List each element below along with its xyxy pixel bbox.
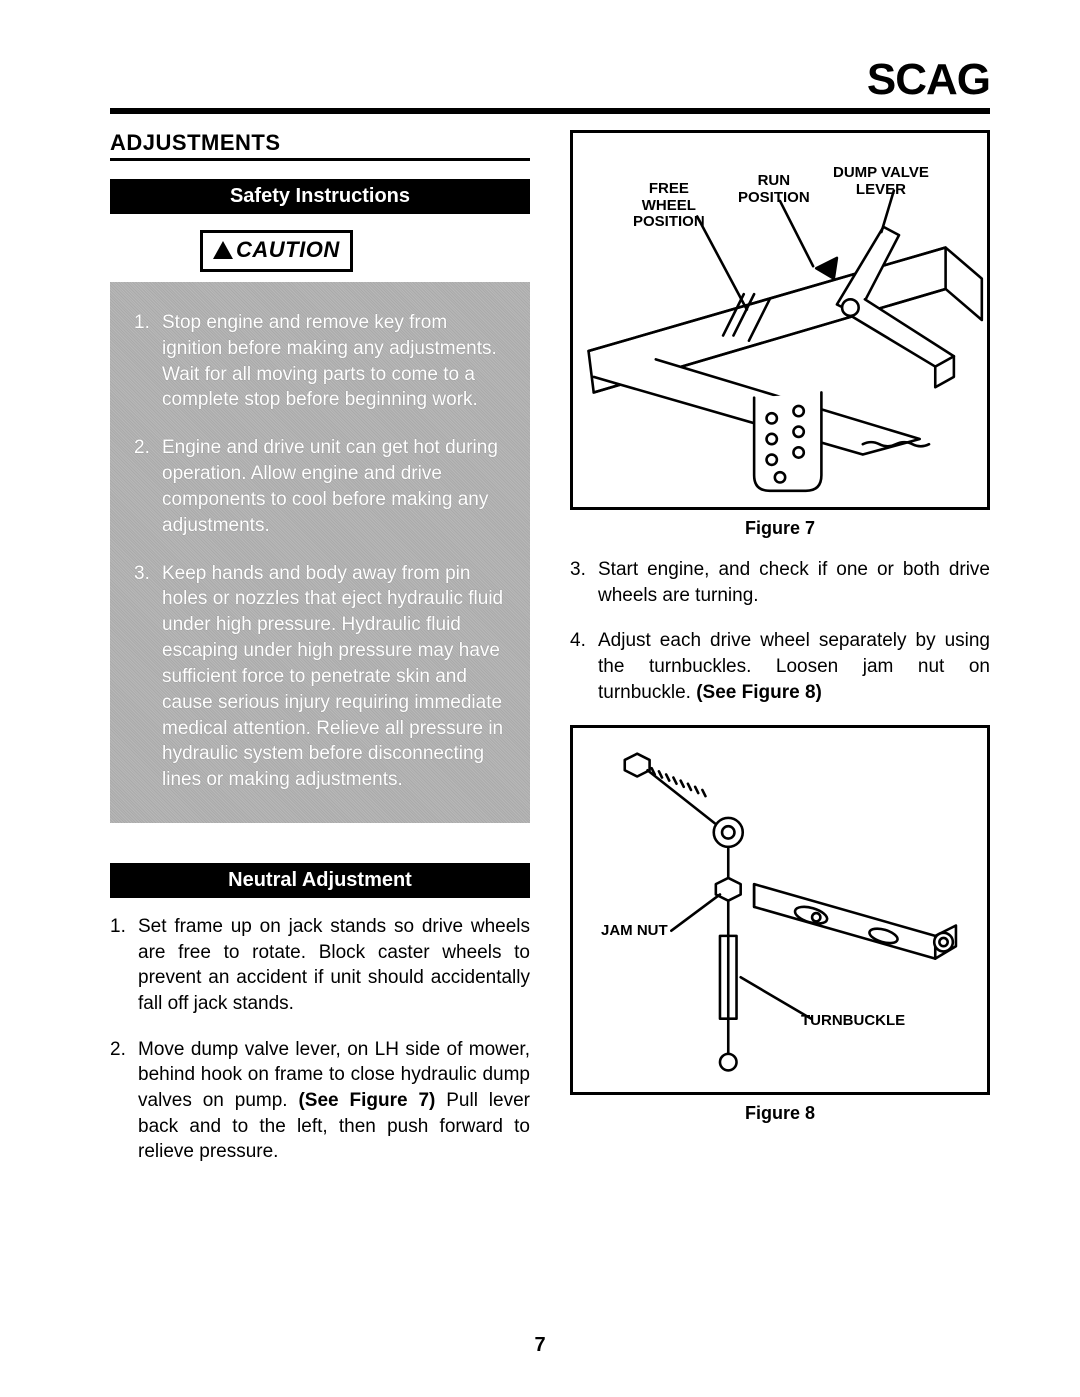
figure-8-caption: Figure 8 (570, 1103, 990, 1124)
fig7-label-run-position: RUN POSITION (738, 173, 810, 206)
caution-item: Engine and drive unit can get hot during… (134, 435, 506, 538)
list-item: Move dump valve lever, on LH side of mow… (110, 1037, 530, 1165)
right-list: Start engine, and check if one or both d… (570, 557, 990, 705)
caution-badge: CAUTION (200, 230, 353, 272)
neutral-list: Set frame up on jack stands so drive whe… (110, 914, 530, 1165)
fig8-label-turnbuckle: TURNBUCKLE (801, 1013, 905, 1030)
fig8-label-jam-nut: JAM NUT (601, 923, 668, 940)
list-bold: (See Figure 7) (298, 1090, 435, 1111)
fig7-label-dump-valve: DUMP VALVE LEVER (833, 165, 929, 198)
list-text: Start engine, and check if one or both d… (598, 559, 990, 606)
list-text: Set frame up on jack stands so drive whe… (138, 916, 530, 1014)
warning-triangle-icon (213, 239, 233, 265)
figure-7: FREE WHEEL POSITION RUN POSITION DUMP VA… (570, 130, 990, 510)
figure-8-svg (573, 728, 987, 1092)
two-column-layout: ADJUSTMENTS Safety Instructions CAUTION … (110, 130, 990, 1185)
section-title: ADJUSTMENTS (110, 130, 530, 161)
list-item: Start engine, and check if one or both d… (570, 557, 990, 608)
right-column: FREE WHEEL POSITION RUN POSITION DUMP VA… (570, 130, 990, 1185)
list-bold: (See Figure 8) (696, 682, 822, 703)
neutral-adjustment-bar: Neutral Adjustment (110, 863, 530, 898)
page: SCAG ADJUSTMENTS Safety Instructions CAU… (0, 0, 1080, 1397)
figure-8: JAM NUT TURNBUCKLE (570, 725, 990, 1095)
caution-item: Stop engine and remove key from ignition… (134, 310, 506, 413)
list-item: Set frame up on jack stands so drive whe… (110, 914, 530, 1017)
safety-instructions-bar: Safety Instructions (110, 179, 530, 214)
figure-7-caption: Figure 7 (570, 518, 990, 539)
fig7-label-free-wheel: FREE WHEEL POSITION (633, 181, 705, 231)
caution-panel: Stop engine and remove key from ignition… (110, 282, 530, 823)
list-item: Adjust each drive wheel separately by us… (570, 628, 990, 705)
caution-label: CAUTION (236, 237, 340, 262)
brand-logo: SCAG (867, 55, 990, 105)
page-number: 7 (0, 1334, 1080, 1357)
top-rule (110, 108, 990, 114)
caution-item: Keep hands and body away from pin holes … (134, 561, 506, 793)
left-column: ADJUSTMENTS Safety Instructions CAUTION … (110, 130, 530, 1185)
